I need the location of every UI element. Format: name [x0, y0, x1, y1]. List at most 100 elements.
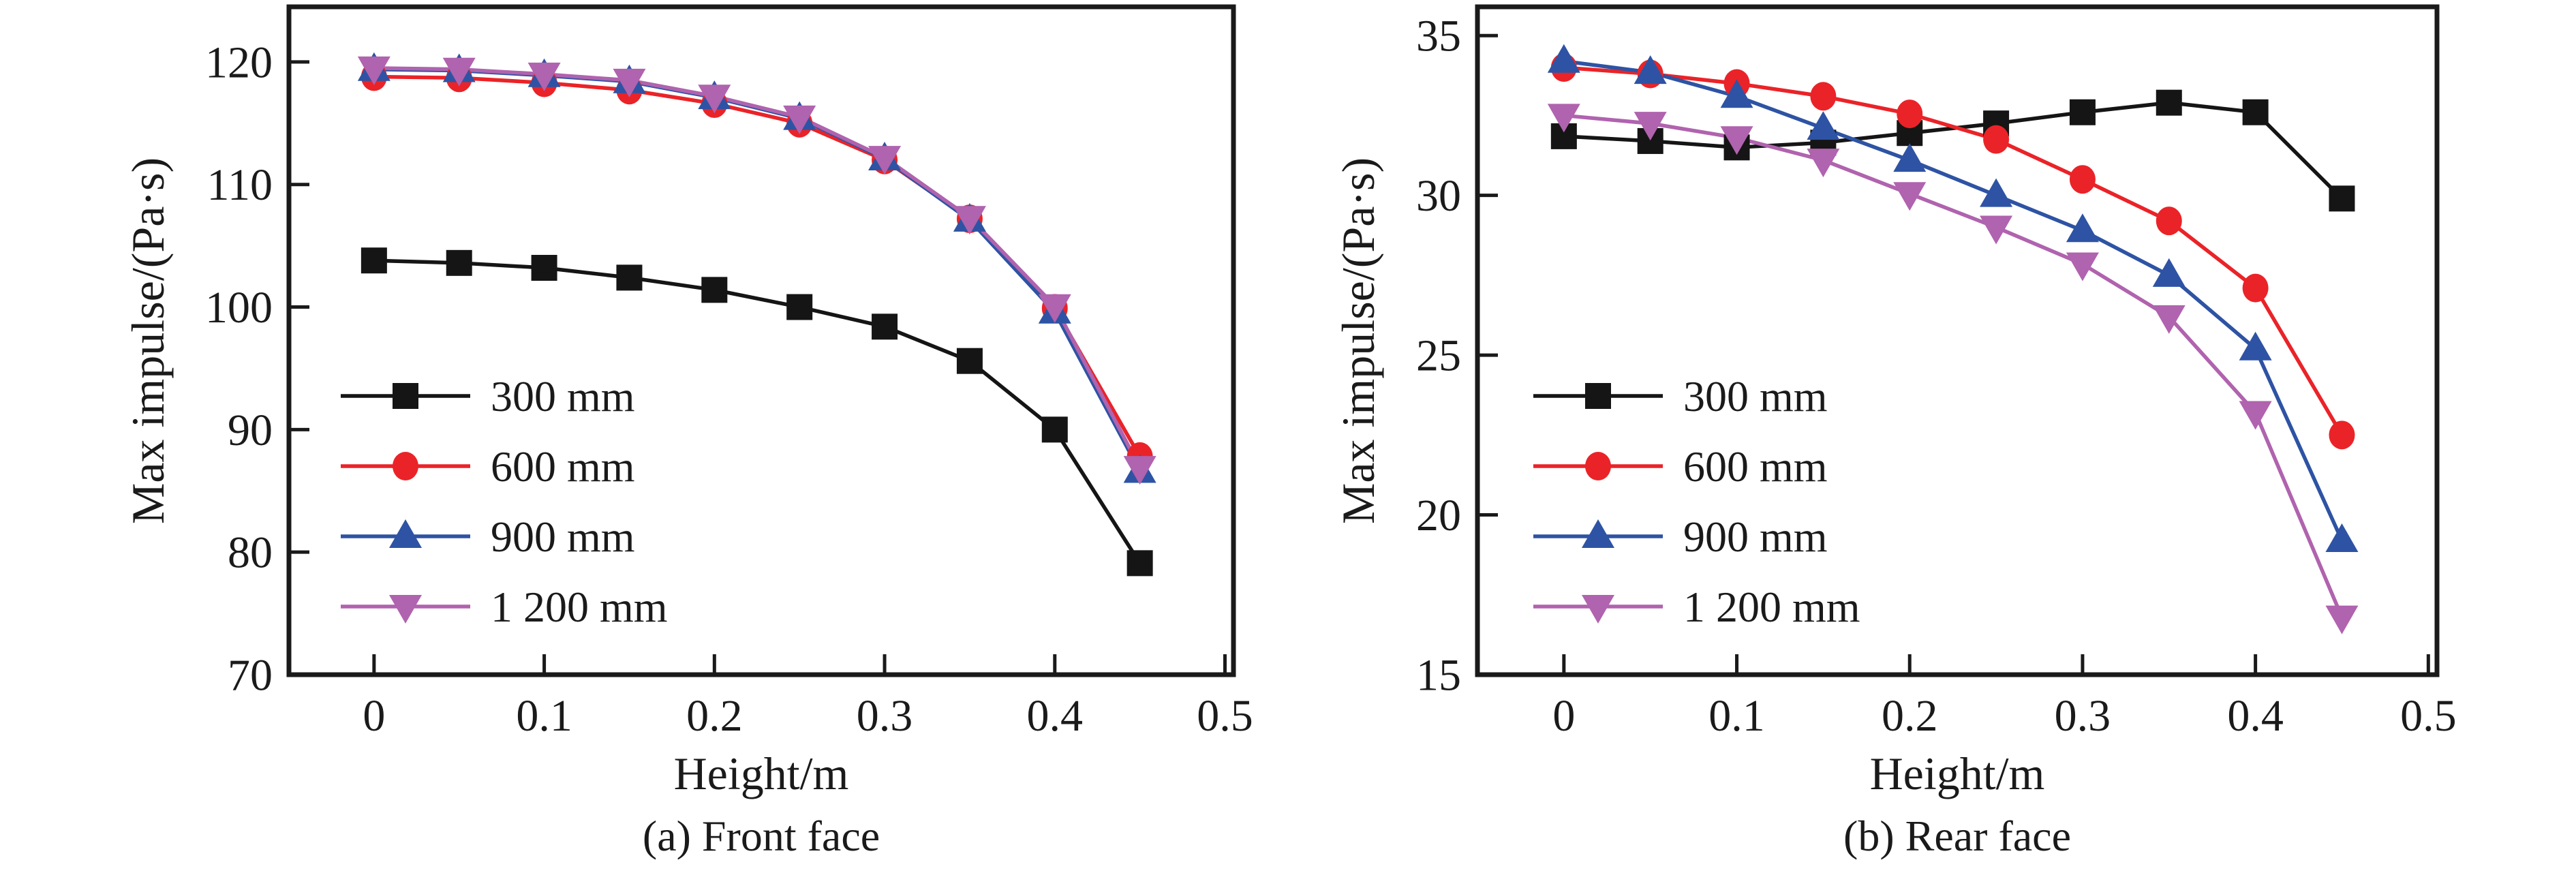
- legend-label-1-200-mm: 1 200 mm: [491, 583, 668, 631]
- x-axis-label: Height/m: [674, 748, 849, 799]
- data-point-1-200-mm: [1038, 294, 1071, 323]
- chart-caption: (b) Rear face: [1843, 812, 2071, 860]
- data-point-600-mm: [2156, 206, 2182, 236]
- series-line-900-mm: [1563, 59, 2344, 542]
- data-point-300-mm: [2069, 99, 2096, 125]
- data-point-900-mm: [1720, 79, 1753, 108]
- x-axis-tick-label: 0.4: [1027, 691, 1084, 741]
- data-point-900-mm: [2152, 258, 2186, 287]
- data-point-1-200-mm: [1634, 112, 1667, 141]
- legend-marker-1-200-mm: [389, 595, 422, 624]
- x-axis-tick-label: 0.2: [686, 691, 743, 741]
- data-point-300-mm: [1126, 550, 1153, 577]
- y-axis-tick-label: 90: [228, 405, 273, 455]
- front-face-chart: 0 0.1 0.2 0.3 0.4 0.5 70 80 90 100 110 120 Height/m M…: [122, 4, 1253, 860]
- data-point-900-mm: [1807, 111, 1840, 140]
- rear-face-chart: 0 0.1 0.2 0.3 0.4 0.5 15 20 25 30 35 Height/m Max im…: [1332, 4, 2457, 860]
- data-point-1-200-mm: [1123, 456, 1156, 485]
- data-point-1-200-mm: [698, 85, 731, 114]
- data-point-1-200-mm: [2325, 605, 2359, 634]
- data-point-300-mm: [1041, 416, 1068, 443]
- data-point-900-mm: [2325, 523, 2359, 553]
- data-point-1-200-mm: [868, 146, 902, 175]
- data-point-1-200-mm: [357, 56, 390, 85]
- legend-label-900-mm: 900 mm: [1683, 512, 1828, 561]
- y-axis-tick-label: 80: [228, 528, 273, 578]
- legend-label-600-mm: 600 mm: [491, 442, 635, 491]
- series-line-600-mm: [1563, 65, 2344, 436]
- chart-panel-rear: 0 0.1 0.2 0.3 0.4 0.5 15 20 25 30 35 Height/m Max im…: [1288, 0, 2576, 873]
- y-axis-tick-label: 100: [205, 283, 273, 333]
- legend-label-1-200-mm: 1 200 mm: [1683, 583, 1860, 631]
- data-point-600-mm: [1983, 125, 2010, 154]
- data-point-900-mm: [1547, 44, 1580, 73]
- x-axis-tick-label: 0.1: [516, 691, 572, 741]
- x-axis-tick-label: 0: [1552, 691, 1575, 741]
- x-axis-tick-label: 0.5: [2400, 691, 2457, 741]
- data-point-600-mm: [2069, 165, 2096, 194]
- data-point-1-200-mm: [1980, 215, 2013, 245]
- x-axis-tick-label: 0.5: [1197, 691, 1253, 741]
- data-point-300-mm: [2329, 185, 2355, 212]
- series-line-300-mm: [1563, 100, 2344, 200]
- x-axis-tick-label: 0: [363, 691, 385, 741]
- x-axis-tick-label: 0.2: [1882, 691, 1938, 741]
- y-axis-tick-label: 30: [1416, 171, 1461, 221]
- legend-label-300-mm: 300 mm: [1683, 372, 1828, 420]
- legend-marker-300-mm: [393, 383, 418, 409]
- data-point-300-mm: [872, 313, 898, 340]
- data-point-300-mm: [701, 277, 728, 303]
- chart-panel-front: 0 0.1 0.2 0.3 0.4 0.5 70 80 90 100 110 120 Height/m M…: [122, 4, 1253, 860]
- data-point-1-200-mm: [1807, 149, 1840, 178]
- data-point-1-200-mm: [1547, 104, 1580, 133]
- data-point-1-200-mm: [2066, 252, 2099, 281]
- y-axis-tick-label: 15: [1416, 650, 1461, 700]
- legend-label-300-mm: 300 mm: [491, 372, 635, 420]
- legend-marker-600-mm: [1585, 452, 1611, 480]
- data-point-600-mm: [2329, 420, 2355, 450]
- data-point-900-mm: [1980, 178, 2013, 207]
- data-point-300-mm: [616, 264, 643, 291]
- series-line-300-mm: [373, 258, 1141, 564]
- data-point-900-mm: [1634, 55, 1667, 85]
- data-point-1-200-mm: [527, 62, 561, 91]
- legend-label-900-mm: 900 mm: [491, 512, 635, 561]
- data-point-600-mm: [2242, 273, 2269, 303]
- x-axis-tick-label: 0.3: [2055, 691, 2111, 741]
- data-point-1-200-mm: [2152, 305, 2186, 334]
- x-axis-tick-label: 0.1: [1708, 691, 1765, 741]
- data-point-600-mm: [1810, 82, 1837, 111]
- data-point-300-mm: [786, 294, 813, 320]
- data-point-900-mm: [1893, 143, 1927, 172]
- data-point-1-200-mm: [2239, 401, 2272, 430]
- y-axis-tick-label: 20: [1416, 491, 1461, 540]
- data-point-900-mm: [2066, 213, 2099, 243]
- data-point-1-200-mm: [953, 206, 986, 235]
- x-axis-label: Height/m: [1870, 748, 2045, 799]
- x-axis-tick-label: 0.3: [857, 691, 913, 741]
- plot-frame: [1475, 4, 2440, 677]
- legend-marker-900-mm: [1582, 519, 1614, 548]
- y-axis-label: Max impulse/(Pa·s): [122, 157, 174, 524]
- series-line-900-mm: [373, 67, 1142, 472]
- legend-marker-300-mm: [1585, 383, 1611, 409]
- y-axis-tick-label: 25: [1416, 331, 1461, 381]
- legend-label-600-mm: 600 mm: [1683, 442, 1828, 491]
- data-point-1-200-mm: [1720, 126, 1753, 155]
- plot-frame: [286, 4, 1236, 677]
- chart-caption: (a) Front face: [643, 812, 880, 860]
- y-axis-tick-label: 110: [206, 160, 273, 210]
- data-point-300-mm: [2242, 99, 2269, 125]
- y-axis-tick-label: 120: [205, 37, 273, 87]
- data-point-300-mm: [2156, 89, 2182, 116]
- y-axis-label: Max impulse/(Pa·s): [1332, 157, 1384, 524]
- data-point-300-mm: [361, 247, 387, 274]
- x-axis-tick-label: 0.4: [2227, 691, 2284, 741]
- data-point-300-mm: [531, 255, 557, 281]
- y-axis-tick-label: 35: [1416, 12, 1461, 61]
- data-point-1-200-mm: [783, 105, 816, 134]
- data-point-300-mm: [956, 348, 983, 374]
- legend-marker-900-mm: [389, 519, 422, 548]
- data-point-1-200-mm: [442, 57, 476, 87]
